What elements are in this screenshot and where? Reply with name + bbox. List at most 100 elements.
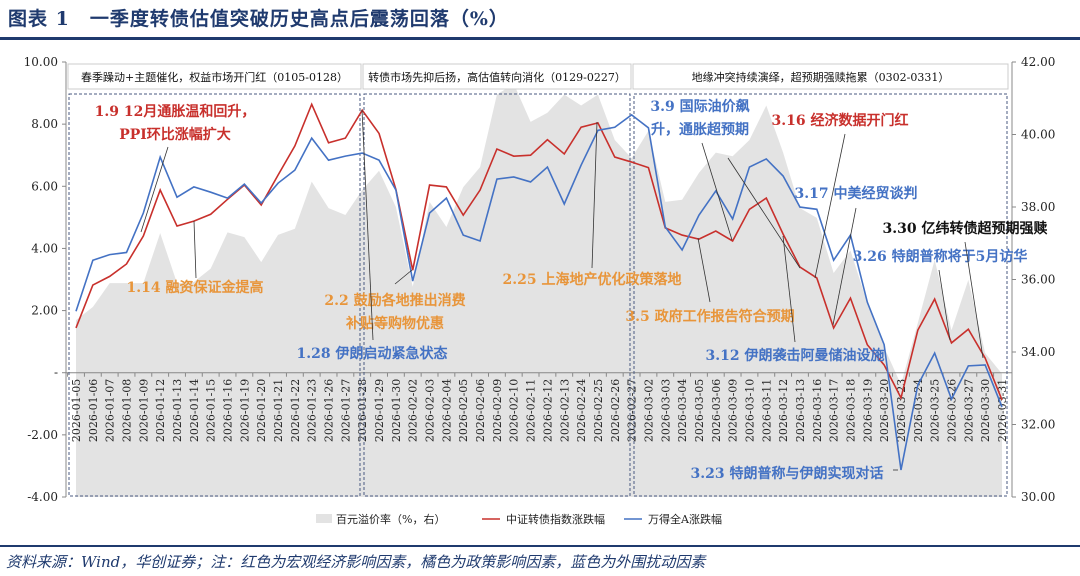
annotation-text: 3.12 伊朗袭击阿曼储油设施 <box>706 347 885 364</box>
phase-header <box>67 63 362 90</box>
x-tick-label: 2026-02-26 <box>609 379 622 442</box>
annotation-text: 1.28 伊朗启动紧急状态 <box>297 345 448 362</box>
right-tick-label: 40.00 <box>1021 128 1055 142</box>
annotation-text: 补贴等购物优惠 <box>345 315 444 332</box>
event-annotation: 1.9 12月通胀温和回升， PPI环比涨幅扩大 <box>95 103 256 233</box>
right-tick-label: 38.00 <box>1021 200 1055 214</box>
event-annotation: 3.16 经济数据开门红 <box>772 112 909 279</box>
event-annotation: 2.25 上海地产优化政策落地 <box>503 121 681 288</box>
x-tick-label: 2026-02-02 <box>407 379 420 442</box>
x-tick-label: 2026-03-26 <box>945 379 958 442</box>
x-tick-label: 2026-02-10 <box>508 379 521 442</box>
x-tick-label: 2026-01-08 <box>121 379 134 442</box>
x-tick-label: 2026-03-11 <box>760 379 773 442</box>
left-tick-label: - <box>54 366 58 380</box>
x-tick-label: 2026-03-19 <box>861 379 874 442</box>
x-tick-label: 2026-01-27 <box>339 379 352 442</box>
annotation-leader <box>814 133 846 279</box>
x-tick-label: 2026-03-06 <box>710 379 723 442</box>
phase-header <box>362 63 632 90</box>
x-tick-label: 2026-03-16 <box>811 379 824 442</box>
left-tick-label: 6.00 <box>31 179 58 193</box>
x-tick-label: 2026-03-12 <box>777 379 790 442</box>
phase-label: 春季躁动+主题催化，权益市场开门红（0105-0128） <box>81 70 348 84</box>
right-tick-label: 36.00 <box>1021 273 1055 287</box>
x-tick-label: 2026-03-13 <box>794 379 807 442</box>
annotation-leader <box>361 109 374 341</box>
x-tick-label: 2026-01-09 <box>137 379 150 442</box>
x-tick-label: 2026-01-30 <box>390 379 403 442</box>
x-tick-label: 2026-03-20 <box>878 379 891 442</box>
annotation-leader <box>193 220 197 279</box>
x-tick-label: 2026-03-02 <box>642 379 655 442</box>
title-rule <box>0 37 1080 40</box>
phase-label: 地缘冲突持续演绎，超预期强赎拖累（0302-0331） <box>692 70 950 84</box>
x-tick-label: 2026-03-27 <box>962 379 975 442</box>
x-tick-label: 2026-03-09 <box>727 379 740 442</box>
source-note: 资料来源：Wind，华创证券；注：红色为宏观经济影响因素，橘色为政策影响因素，蓝… <box>6 553 706 571</box>
annotation-text: PPI环比涨幅扩大 <box>119 126 231 143</box>
chart: 10.00 8.00 6.00 4.00 2.00 - -2.00 -4.00 42.00 40.… <box>24 55 1056 526</box>
phase-label: 转债市场先抑后扬，高估值转向消化（0129-0227） <box>368 70 626 84</box>
convertible-index-line <box>75 102 1003 401</box>
legend-swatch-premium <box>316 514 332 523</box>
annotation-text: 3.17 中美经贸谈判 <box>795 185 918 202</box>
event-annotation: 3.30 亿纬转债超预期强赎 <box>883 220 1048 359</box>
x-tick-label: 2026-02-05 <box>457 379 470 442</box>
x-tick-label: 2026-01-15 <box>205 379 218 442</box>
x-tick-label: 2026-03-30 <box>979 379 992 442</box>
x-tick-label: 2026-03-25 <box>929 379 942 442</box>
legend: 百元溢价率（%，右） 中证转债指数涨跌幅 万得全A涨跌幅 <box>316 512 722 526</box>
x-tick-label: 2026-02-03 <box>424 379 437 442</box>
annotation-leader <box>727 157 801 269</box>
event-annotation: 3.5 政府工作报告符合预期 <box>625 237 795 325</box>
footer-rule <box>0 545 1080 547</box>
event-annotation: 3.12 伊朗袭击阿曼储油设施 <box>706 157 885 364</box>
annotation-text: 升，通胀超预期 <box>651 121 749 138</box>
x-tick-label: 2026-01-14 <box>188 379 201 442</box>
left-tick-label: -4.00 <box>27 490 58 504</box>
x-tick-label: 2026-02-09 <box>491 379 504 442</box>
x-tick-label: 2026-01-06 <box>87 379 100 442</box>
x-tick-label: 2026-03-17 <box>828 379 841 442</box>
left-tick-label: 8.00 <box>31 117 58 131</box>
right-tick-label: 42.00 <box>1021 55 1055 69</box>
annotation-text: 1.9 12月通胀温和回升， <box>95 103 256 120</box>
legend-label-convertible: 中证转债指数涨跌幅 <box>506 512 605 526</box>
chart-title: 图表 1 一季度转债估值突破历史高点后震荡回落（%） <box>8 8 509 30</box>
annotation-leader <box>697 237 711 303</box>
x-tick-label: 2026-02-12 <box>541 379 554 442</box>
x-tick-label: 2026-01-05 <box>70 379 83 442</box>
x-tick-label: 2026-02-13 <box>558 379 571 442</box>
annotation-text: 3.16 经济数据开门红 <box>772 112 909 129</box>
phase-header <box>632 63 1009 90</box>
annotation-text: 2.2 鼓励各地推出消费 <box>324 292 465 309</box>
annotation-text: 3.9 国际油价飙 <box>650 98 749 115</box>
x-tick-label: 2026-01-12 <box>154 379 167 442</box>
legend-label-premium: 百元溢价率（%，右） <box>336 512 445 526</box>
annotation-text: 3.30 亿纬转债超预期强赎 <box>883 220 1048 237</box>
x-tick-label: 2026-03-05 <box>693 379 706 442</box>
x-tick-label: 2026-03-10 <box>743 379 756 442</box>
left-tick-label: -2.00 <box>27 428 58 442</box>
x-tick-label: 2026-02-27 <box>626 379 639 442</box>
annotation-text: 3.5 政府工作报告符合预期 <box>625 308 794 325</box>
x-tick-label: 2026-01-21 <box>272 379 285 442</box>
annotation-leader <box>394 269 413 285</box>
event-annotation: 3.26 特朗普称将于5月访华 <box>853 248 1027 341</box>
annotation-leader <box>938 269 951 341</box>
event-annotation: 1.28 伊朗启动紧急状态 <box>297 109 448 362</box>
x-tick-label: 2026-01-29 <box>373 379 386 442</box>
x-tick-label: 2026-01-28 <box>356 379 369 442</box>
annotation-leader <box>591 121 598 269</box>
right-tick-label: 34.00 <box>1021 345 1055 359</box>
event-annotation: 3.23 特朗普称与伊朗实现对话 <box>691 465 898 482</box>
event-annotation: 1.14 融资保证金提高 <box>127 220 263 296</box>
annotation-leader <box>832 207 857 326</box>
event-annotation: 3.17 中美经贸谈判 <box>795 185 918 326</box>
x-tick-label: 2026-01-20 <box>255 379 268 442</box>
x-tick-label: 2026-01-22 <box>289 379 302 442</box>
x-tick-label: 2026-02-11 <box>525 379 538 442</box>
premium-area <box>76 83 1002 497</box>
